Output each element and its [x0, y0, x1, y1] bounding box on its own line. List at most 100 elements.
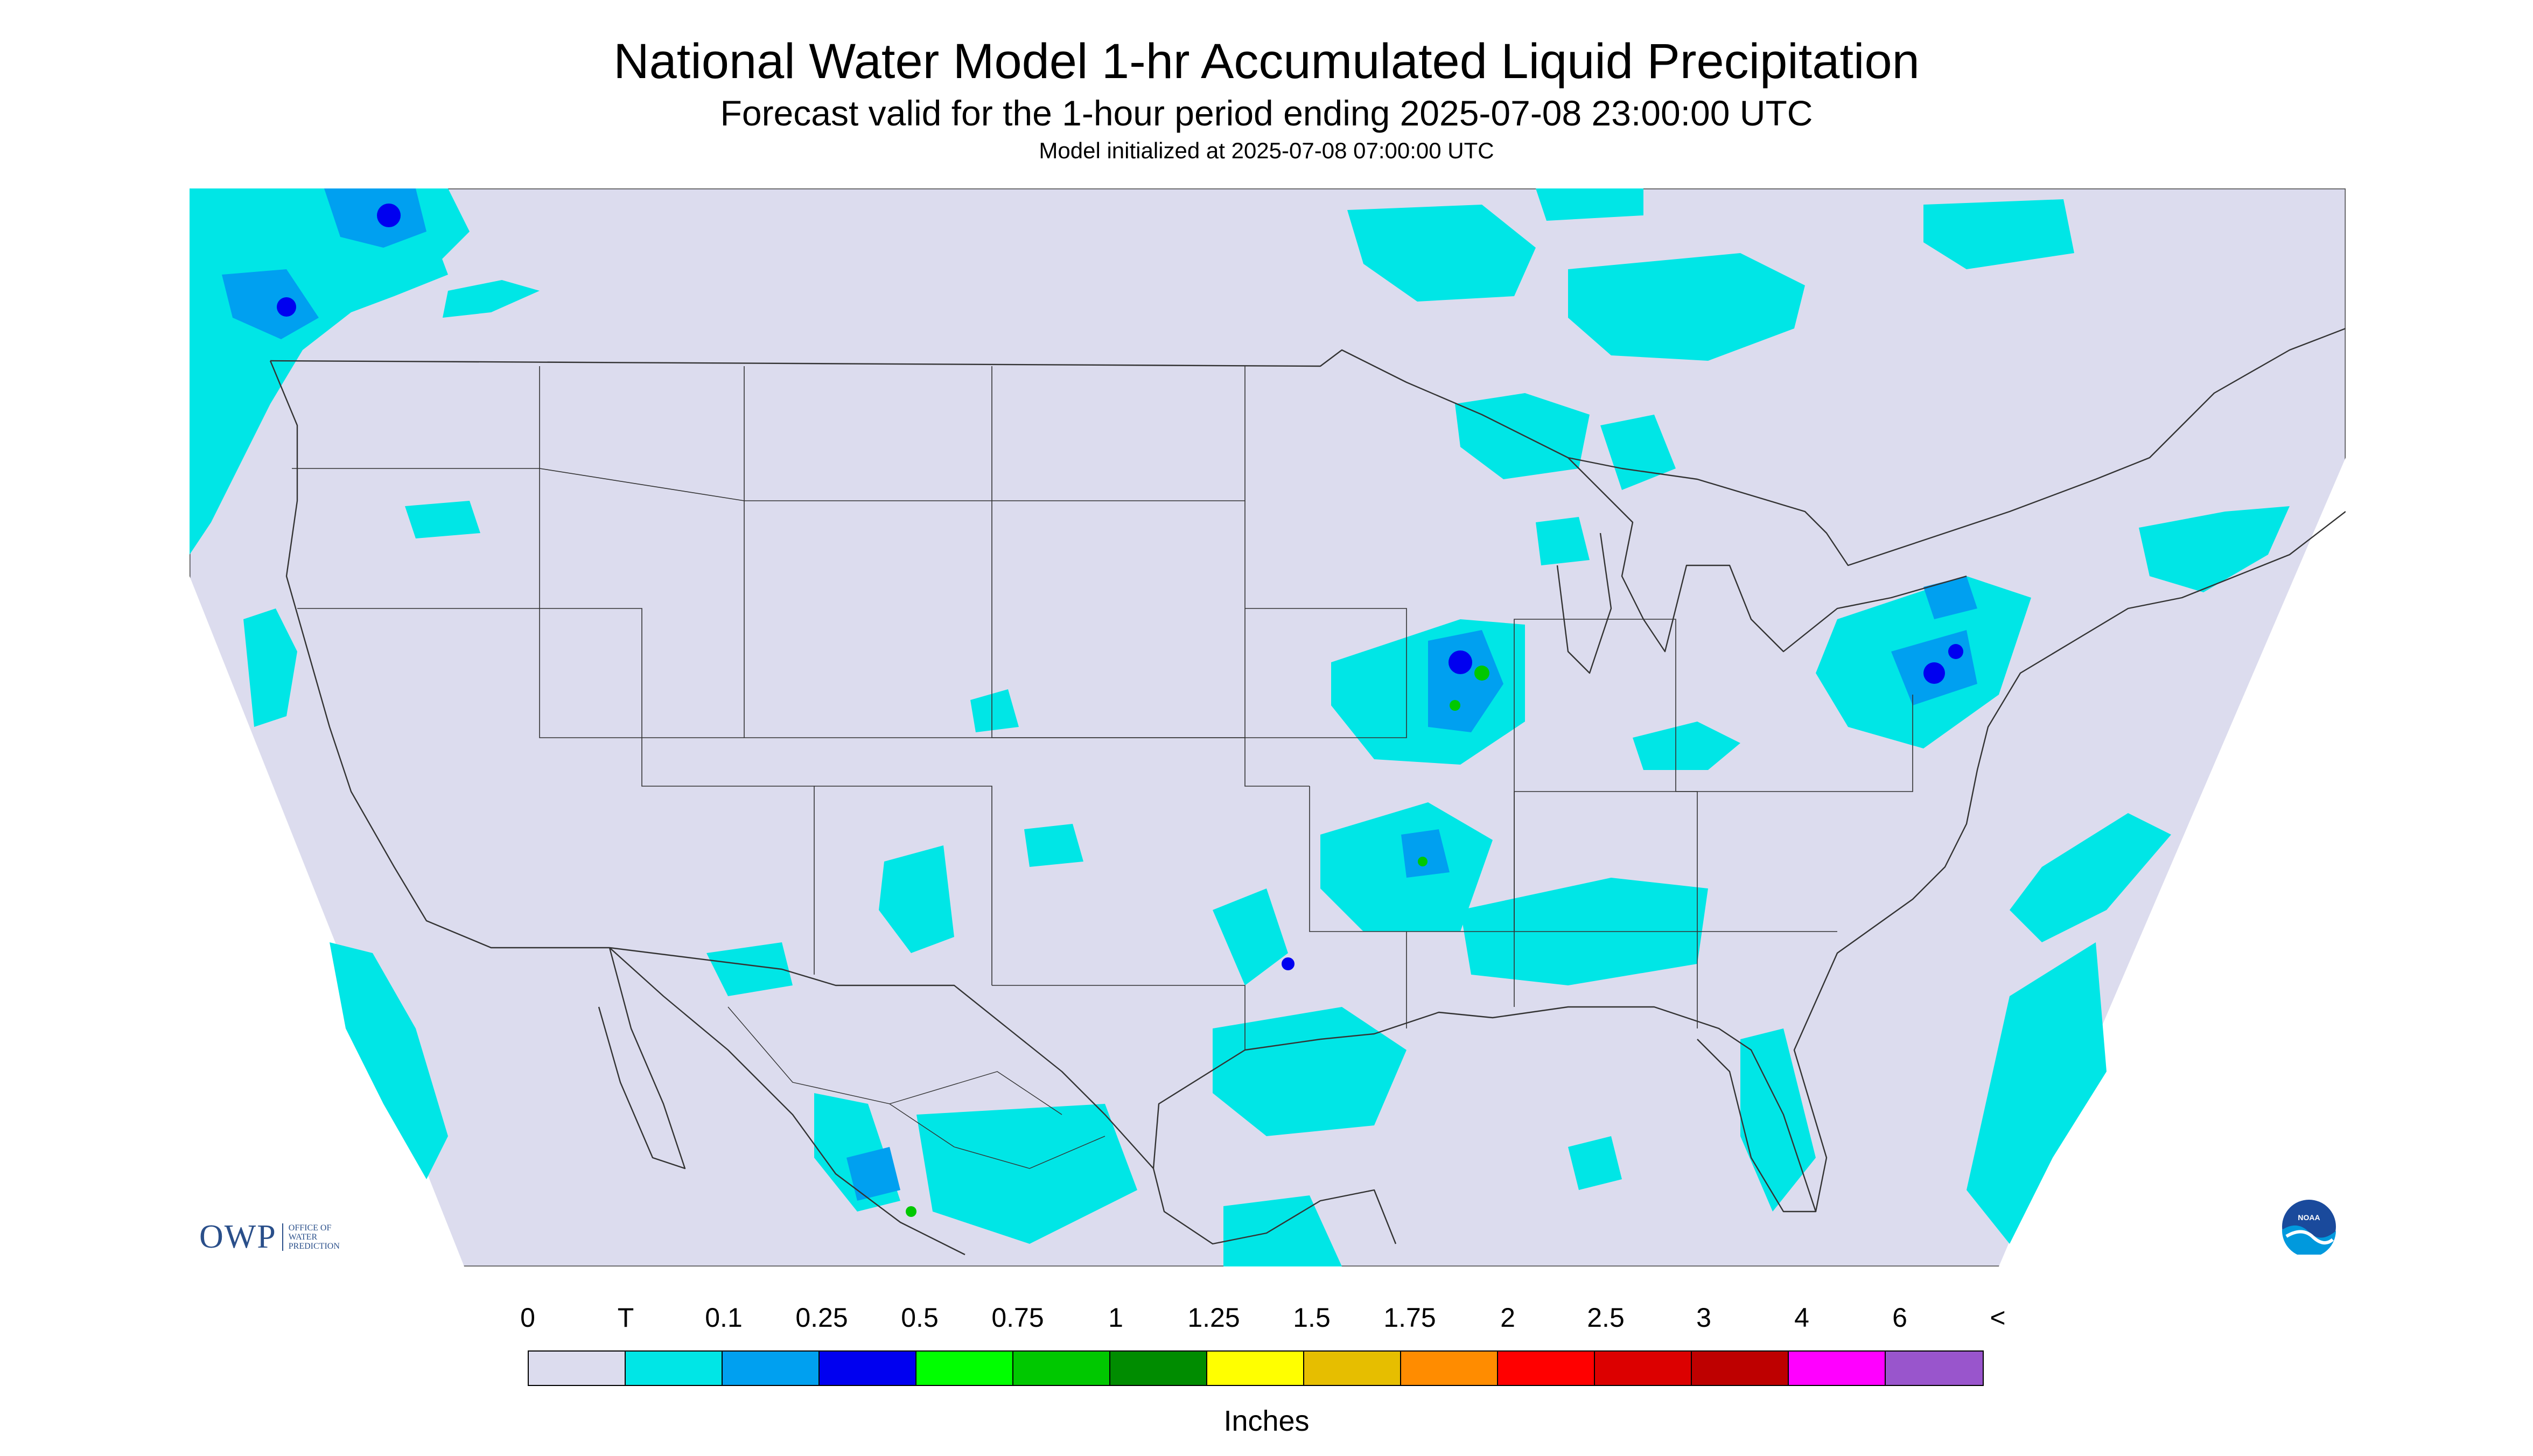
mexico-state-lines	[727, 1006, 1105, 1169]
state-line-15	[1676, 695, 1913, 792]
legend-swatch	[1013, 1352, 1110, 1385]
legend-swatch	[916, 1352, 1013, 1385]
precip-light-new-york	[1923, 576, 1977, 619]
legend-swatch	[1692, 1352, 1789, 1385]
legend-label: <	[1990, 1303, 2006, 1333]
legend-swatch	[820, 1352, 916, 1385]
border-coast-pacific	[269, 360, 610, 949]
precip-core-illinois	[1474, 666, 1489, 681]
legend-label: 2.5	[1587, 1303, 1625, 1333]
border-us-mexico	[609, 947, 1154, 1169]
precip-light-illinois	[1428, 630, 1503, 732]
border-coast-gulf	[1152, 1006, 1817, 1213]
state-line-7	[539, 468, 744, 738]
precip-gulf-offshore	[1568, 1136, 1622, 1190]
legend-label: 0.75	[991, 1303, 1044, 1333]
owp-logo-text: OWP	[199, 1219, 277, 1255]
legend-label: 1.5	[1293, 1303, 1331, 1333]
precip-mexico-south	[1223, 1195, 1342, 1266]
state-line-20	[992, 985, 1245, 1050]
legend-swatch	[1789, 1352, 1886, 1385]
mexico-line-2	[889, 1071, 1062, 1115]
state-line-14	[1514, 619, 1676, 792]
precip-texas	[1213, 888, 1288, 985]
legend-color-bar	[528, 1350, 1984, 1386]
precip-pacific-offshore-2	[330, 942, 448, 1179]
precip-mexico-central	[916, 1104, 1137, 1244]
legend-label: 1.25	[1187, 1303, 1240, 1333]
border-great-lakes	[1568, 457, 1967, 653]
precip-colorado	[970, 689, 1019, 732]
border-mexico-coast-pacific	[609, 947, 965, 1256]
legend-label: 3	[1696, 1303, 1711, 1333]
precip-moderate-texas	[1282, 957, 1295, 970]
precip-moderate-virginia	[1923, 662, 1945, 684]
legend-swatch	[1498, 1352, 1595, 1385]
precip-atlantic-band	[2010, 813, 2171, 942]
precipitation-map	[190, 188, 2346, 1266]
precip-arizona	[706, 942, 793, 996]
precip-ohio-valley	[1633, 722, 1740, 770]
precip-florida	[1740, 1028, 1816, 1212]
legend-swatch	[1401, 1352, 1498, 1385]
state-line-10	[992, 737, 1310, 787]
model-init-text: Model initialized at 2025-07-08 07:00:00…	[1039, 138, 1494, 163]
precip-light-vancouver	[222, 269, 319, 339]
precip-gulf-coast	[1213, 1007, 1407, 1136]
state-line-11	[1244, 501, 1407, 738]
noaa-logo-text: NOAA	[2298, 1213, 2320, 1222]
legend-label: T	[617, 1303, 634, 1333]
legend-swatch	[1595, 1352, 1692, 1385]
legend-label: 0.5	[901, 1303, 939, 1333]
precip-michigan	[1600, 415, 1676, 490]
precip-new-mexico	[879, 845, 954, 953]
precip-moderate-bc	[377, 204, 401, 227]
precip-kansas	[1024, 824, 1083, 867]
legend-swatch	[1110, 1352, 1207, 1385]
border-baja	[598, 947, 686, 1170]
precip-light-arkansas	[1401, 829, 1450, 878]
state-line-8	[297, 608, 815, 975]
legend-label: 1.75	[1383, 1303, 1436, 1333]
legend-swatch	[723, 1352, 820, 1385]
owp-logo: OWP OFFICE OF WATER PREDICTION	[199, 1218, 340, 1256]
legend-label: 0.25	[795, 1303, 848, 1333]
precip-quebec	[1923, 199, 2074, 269]
border-lake-michigan	[1556, 533, 1612, 674]
state-line-19	[1514, 792, 1837, 932]
legend-swatch	[1886, 1352, 1983, 1385]
legend-label: 2	[1500, 1303, 1515, 1333]
border-us-canada	[270, 327, 2346, 566]
legend-label: 4	[1794, 1303, 1809, 1333]
legend-swatch	[626, 1352, 723, 1385]
precip-northern-quebec	[1536, 188, 1643, 221]
precip-canada-central	[1347, 205, 1536, 302]
precip-light-bc	[324, 188, 426, 248]
precip-moderate-maryland	[1948, 644, 1963, 659]
precip-atlantic-band-2	[1967, 942, 2107, 1244]
precip-light-mexico	[846, 1147, 900, 1201]
legend-label: 6	[1892, 1303, 1907, 1333]
precip-core-tennessee	[1418, 857, 1428, 866]
map-title: National Water Model 1-hr Accumulated Li…	[613, 34, 1920, 89]
owp-logo-subtext: OFFICE OF WATER PREDICTION	[282, 1223, 340, 1251]
border-mexico-coast-gulf	[1152, 1168, 1397, 1245]
precip-heavy-cores	[906, 666, 1489, 1217]
legend-label: 0	[520, 1303, 535, 1333]
precip-great-lakes	[1455, 393, 1590, 479]
precip-pacific-offshore	[243, 608, 297, 727]
state-lines	[292, 366, 1913, 1050]
mexico-line-1	[727, 1006, 955, 1147]
noaa-logo: NOAA	[2282, 1200, 2336, 1255]
precip-core-mexico	[906, 1206, 916, 1217]
map-subtitle: Forecast valid for the 1-hour period end…	[720, 93, 1813, 133]
precip-new-england	[2139, 506, 2290, 592]
border-coast-atlantic	[1793, 511, 2346, 1212]
map-borders	[269, 327, 2346, 1256]
precip-core-illinois-2	[1450, 700, 1460, 711]
precip-ontario	[1568, 253, 1805, 361]
legend-label: 0.1	[705, 1303, 743, 1333]
precip-moderate-illinois	[1449, 650, 1472, 674]
precip-moderate-vancouver	[277, 297, 296, 317]
precip-bc-coast-band	[443, 280, 540, 318]
